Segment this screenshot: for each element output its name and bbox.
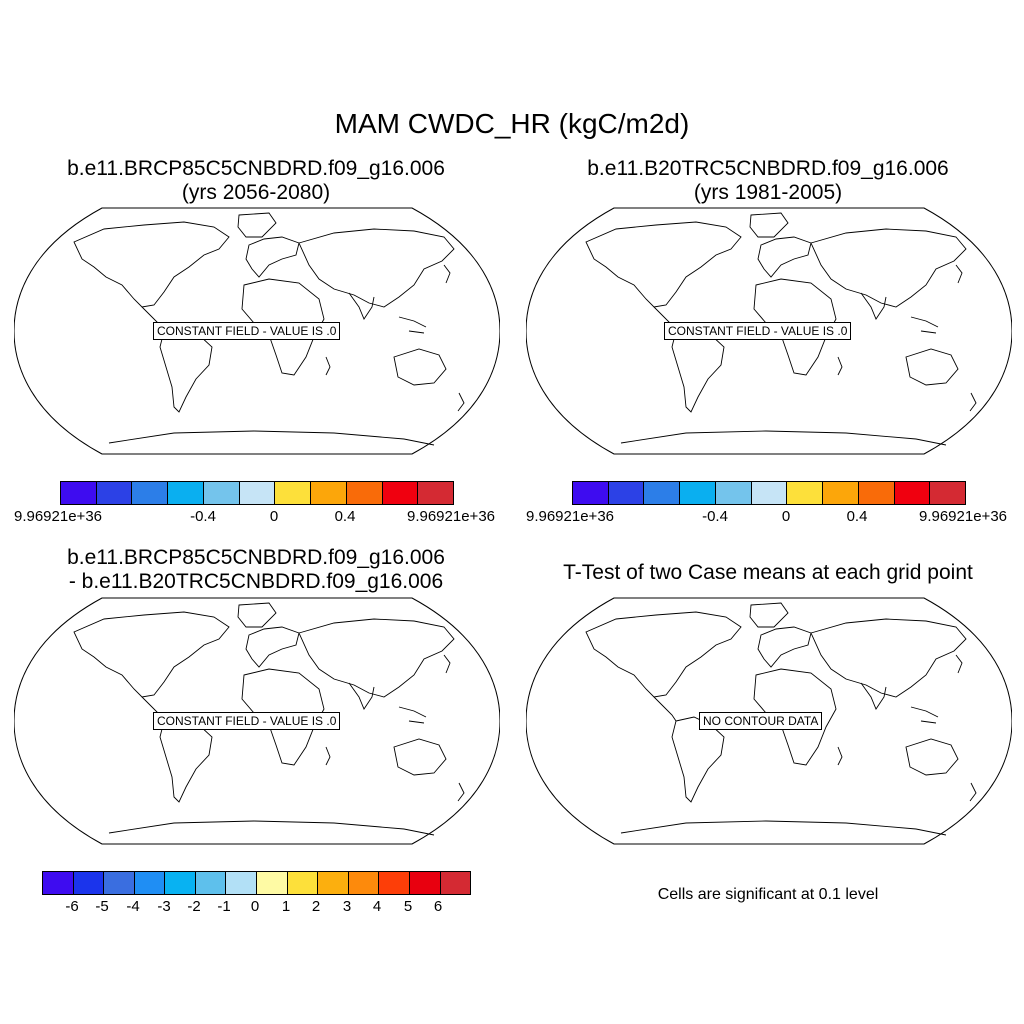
colorbar-bottom-left xyxy=(42,871,471,895)
colorbar-swatch xyxy=(930,482,966,504)
colorbar-swatch xyxy=(894,482,931,504)
panel-title-bottom-right-line1: T-Test of two Case means at each grid po… xyxy=(563,561,973,584)
colorbar-swatch xyxy=(239,482,276,504)
colorbar-swatch xyxy=(680,482,716,504)
colorbar-bottom-label: 3 xyxy=(342,898,352,915)
colorbar-top-left xyxy=(60,481,454,505)
colorbar-swatch xyxy=(61,482,97,504)
constant-field-label-top-left: CONSTANT FIELD - VALUE IS .0 xyxy=(153,322,341,340)
colorbar-swatch xyxy=(43,872,74,894)
colorbar-swatch xyxy=(195,872,227,894)
colorbar-bottom-label: -4 xyxy=(126,898,140,915)
colorbar-bottom-label: -5 xyxy=(95,898,109,915)
panel-title-top-left-line2: (yrs 2056-2080) xyxy=(181,181,331,204)
colorbar-bottom-label: -2 xyxy=(187,898,201,915)
colorbar-top-left-label: 9.96921e+36 xyxy=(406,508,496,525)
colorbar-swatch xyxy=(644,482,681,504)
colorbar-swatch xyxy=(73,872,105,894)
colorbar-swatch xyxy=(346,482,383,504)
colorbar-bottom-label: 1 xyxy=(281,898,291,915)
colorbar-swatch xyxy=(409,872,441,894)
colorbar-swatch xyxy=(287,872,319,894)
colorbar-swatch xyxy=(318,872,349,894)
colorbar-swatch xyxy=(787,482,824,504)
colorbar-top-right-label: 0.4 xyxy=(846,508,868,525)
significance-note: Cells are significant at 0.1 level xyxy=(657,886,879,903)
colorbar-swatch xyxy=(440,872,471,894)
colorbar-swatch xyxy=(104,872,135,894)
colorbar-top-left-label: 0 xyxy=(269,508,279,525)
colorbar-bottom-label: 5 xyxy=(403,898,413,915)
colorbar-swatch xyxy=(226,872,258,894)
colorbar-swatch xyxy=(348,872,380,894)
colorbar-swatch xyxy=(257,872,288,894)
colorbar-top-right-label: 9.96921e+36 xyxy=(918,508,1008,525)
colorbar-bottom-label: 4 xyxy=(372,898,382,915)
main-title: MAM CWDC_HR (kgC/m2d) xyxy=(334,108,690,139)
panel-title-bottom-right: T-Test of two Case means at each grid po… xyxy=(528,561,1008,585)
colorbar-bottom-label: 0 xyxy=(250,898,260,915)
constant-field-label-bottom-left: CONSTANT FIELD - VALUE IS .0 xyxy=(153,712,341,730)
colorbar-swatch xyxy=(382,482,419,504)
colorbar-top-right-label: 9.96921e+36 xyxy=(525,508,615,525)
no-contour-data-label: NO CONTOUR DATA xyxy=(699,712,823,730)
colorbar-swatch xyxy=(311,482,347,504)
colorbar-swatch xyxy=(134,872,166,894)
colorbar-swatch xyxy=(573,482,609,504)
panel-title-bottom-left: b.e11.BRCP85C5CNBDRD.f09_g16.006 - b.e11… xyxy=(16,546,496,594)
colorbar-top-left-label: -0.4 xyxy=(190,508,216,525)
colorbar-swatch xyxy=(165,872,196,894)
constant-field-label-top-right: CONSTANT FIELD - VALUE IS .0 xyxy=(664,322,852,340)
colorbar-swatch xyxy=(168,482,204,504)
colorbar-swatch xyxy=(379,872,410,894)
colorbar-top-right-label: -0.4 xyxy=(702,508,728,525)
colorbar-top-left-label: 0.4 xyxy=(334,508,356,525)
panel-title-bottom-left-line1: b.e11.BRCP85C5CNBDRD.f09_g16.006 xyxy=(67,546,445,569)
panel-title-top-right: b.e11.B20TRC5CNBDRD.f09_g16.006 (yrs 198… xyxy=(528,157,1008,205)
colorbar-top-right xyxy=(572,481,966,505)
colorbar-bottom-label: -1 xyxy=(217,898,231,915)
colorbar-bottom-label: -3 xyxy=(157,898,171,915)
colorbar-swatch xyxy=(715,482,752,504)
colorbar-bottom-label: 6 xyxy=(433,898,443,915)
colorbar-swatch xyxy=(418,482,454,504)
panel-title-bottom-left-line2: - b.e11.B20TRC5CNBDRD.f09_g16.006 xyxy=(68,570,444,593)
panel-title-top-right-line2: (yrs 1981-2005) xyxy=(693,181,843,204)
colorbar-top-left-label: 9.96921e+36 xyxy=(13,508,103,525)
colorbar-swatch xyxy=(608,482,645,504)
colorbar-swatch xyxy=(858,482,895,504)
colorbar-swatch xyxy=(203,482,240,504)
colorbar-swatch xyxy=(751,482,788,504)
colorbar-swatch xyxy=(132,482,169,504)
panel-title-top-right-line1: b.e11.B20TRC5CNBDRD.f09_g16.006 xyxy=(587,157,949,180)
panel-title-top-left-line1: b.e11.BRCP85C5CNBDRD.f09_g16.006 xyxy=(67,157,445,180)
colorbar-bottom-label: 2 xyxy=(311,898,321,915)
colorbar-bottom-label: -6 xyxy=(65,898,79,915)
colorbar-top-right-label: 0 xyxy=(781,508,791,525)
colorbar-swatch xyxy=(96,482,133,504)
colorbar-swatch xyxy=(275,482,312,504)
colorbar-swatch xyxy=(823,482,859,504)
panel-title-top-left: b.e11.BRCP85C5CNBDRD.f09_g16.006 (yrs 20… xyxy=(16,157,496,205)
